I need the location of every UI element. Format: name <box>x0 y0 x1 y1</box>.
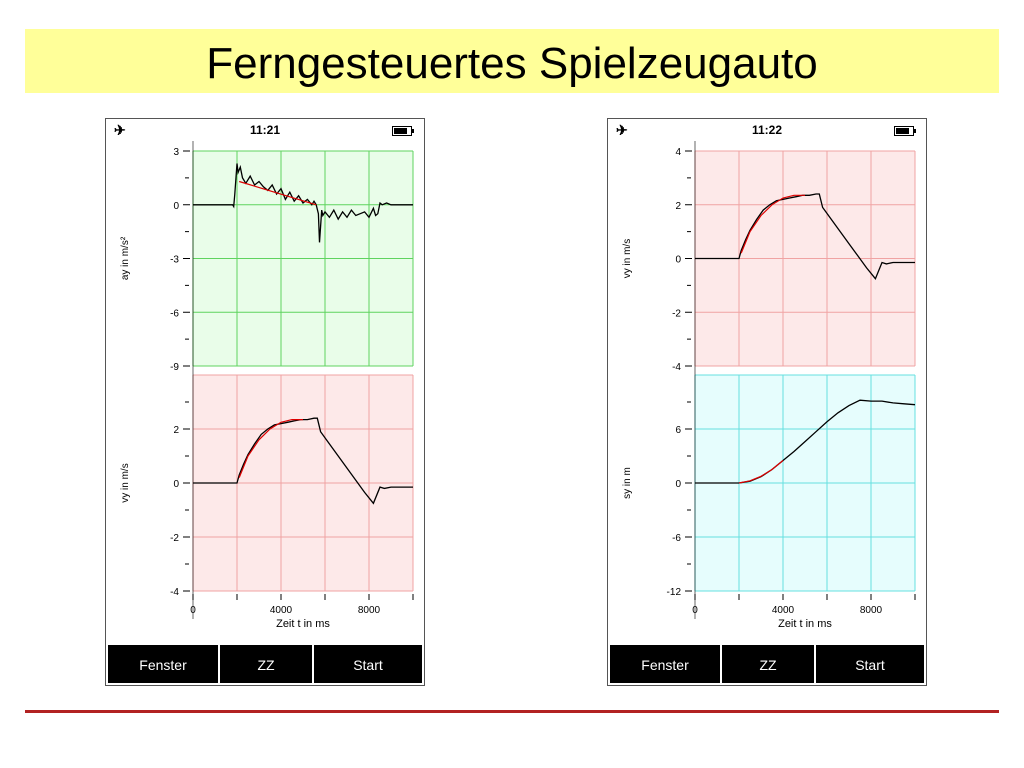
y-tick-label: -12 <box>667 587 682 598</box>
y-tick-label: -4 <box>672 362 681 373</box>
y-tick-label: 4 <box>675 147 681 158</box>
y-tick-label: -6 <box>672 533 681 544</box>
fit-series-line <box>238 419 303 478</box>
y-tick-label: -6 <box>170 308 179 319</box>
y-tick-label: -2 <box>170 533 179 544</box>
y-tick-label: 6 <box>675 425 681 436</box>
phone-screen-left: ✈ 11:21 3 0 -3 -6 -9 ay in m/s² 2 0 -2 -4 vy in m/… <box>105 118 425 686</box>
battery-icon <box>894 126 916 136</box>
x-tick-label: 8000 <box>358 605 381 616</box>
tab-fenster[interactable]: Fenster <box>108 645 218 683</box>
y-axis-label: sy in m <box>622 467 633 499</box>
tab-zz[interactable]: ZZ <box>220 645 312 683</box>
status-time: 11:22 <box>751 123 783 137</box>
x-axis-label: Zeit t in ms <box>276 618 330 630</box>
airplane-icon: ✈ <box>114 122 126 138</box>
data-series-line <box>193 163 413 243</box>
y-axis-label: ay in m/s² <box>120 236 131 280</box>
tab-zz[interactable]: ZZ <box>722 645 814 683</box>
fit-series-line <box>239 180 317 206</box>
y-tick-label: 2 <box>675 201 681 212</box>
y-tick-label: 3 <box>173 147 179 158</box>
y-tick-label: 0 <box>675 479 681 490</box>
slide-title: Ferngesteuertes Spielzeugauto <box>206 39 818 88</box>
x-tick-label: 4000 <box>270 605 293 616</box>
x-tick-label: 8000 <box>860 605 883 616</box>
x-axis-label: Zeit t in ms <box>778 618 832 630</box>
tab-bar: Fenster ZZ Start <box>610 645 924 683</box>
y-tick-label: -2 <box>672 308 681 319</box>
y-tick-label: 0 <box>173 479 179 490</box>
x-tick-label: 4000 <box>772 605 795 616</box>
y-tick-label: -9 <box>170 362 179 373</box>
y-tick-label: 0 <box>675 255 681 266</box>
battery-icon <box>392 126 414 136</box>
title-bar: Ferngesteuertes Spielzeugauto <box>25 29 999 93</box>
fit-series-line <box>740 194 805 254</box>
y-axis-label: vy in m/s <box>120 463 131 502</box>
data-series-line <box>695 193 915 280</box>
data-series-line <box>193 417 413 505</box>
fit-series-line <box>738 460 784 484</box>
y-tick-label: -3 <box>170 255 179 266</box>
airplane-icon: ✈ <box>616 122 628 138</box>
tab-start[interactable]: Start <box>314 645 422 683</box>
y-tick-label: 0 <box>173 201 179 212</box>
y-tick-label: 2 <box>173 425 179 436</box>
status-bar: ✈ 11:21 <box>106 119 424 141</box>
status-time: 11:21 <box>249 123 281 137</box>
tab-bar: Fenster ZZ Start <box>108 645 422 683</box>
y-tick-label: -4 <box>170 587 179 598</box>
tab-fenster[interactable]: Fenster <box>610 645 720 683</box>
status-bar: ✈ 11:22 <box>608 119 926 141</box>
y-axis-label: vy in m/s <box>622 239 633 278</box>
tab-start[interactable]: Start <box>816 645 924 683</box>
footer-accent-line <box>25 710 999 713</box>
